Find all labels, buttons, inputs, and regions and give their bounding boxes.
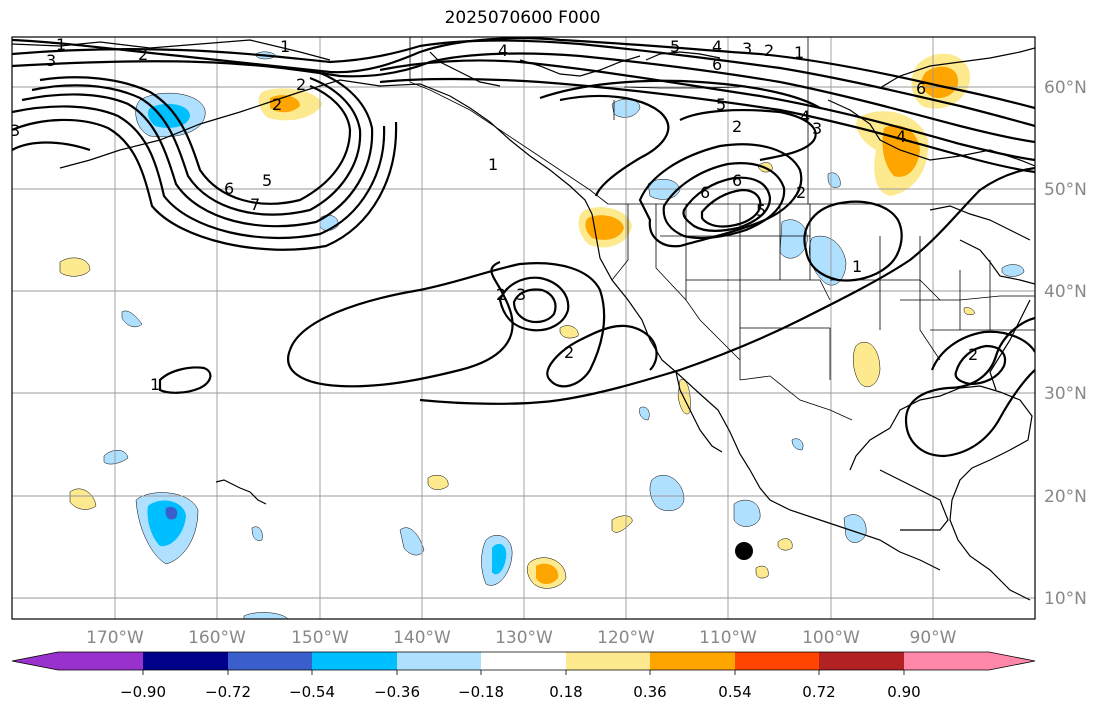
contour-label: 7 [250,195,260,214]
longitude-label: 90°W [910,628,957,648]
colorbar-tick-label: −0.36 [374,683,420,701]
colorbar-tick-label: 0.72 [802,683,835,701]
longitude-axis: 170°W 160°W 150°W 140°W 130°W 120°W 110°… [86,628,957,648]
colorbar-tick-label: 0.90 [887,683,920,701]
latitude-label: 30°N [1044,384,1087,404]
colorbar-swatch [904,652,989,670]
contour-label: 5 [756,201,766,220]
contour-label: 1 [794,43,804,62]
colorbar-tick-label: 0.54 [718,683,751,701]
contour-label: 6 [916,79,926,98]
latitude-axis: 60°N 50°N 40°N 30°N 20°N 10°N [1044,78,1087,609]
contour-label: 2 [272,95,282,114]
colorbar-swatch [228,652,312,670]
colorbar-swatch [566,652,650,670]
map-title: 2025070600 F000 [444,8,601,28]
contour-label: 4 [896,127,906,146]
colorbar-tick-label: −0.18 [458,683,504,701]
colorbar-swatch [312,652,397,670]
colorbar-swatch [735,652,819,670]
contour-label: 4 [800,107,810,126]
colorbar-swatch [650,652,735,670]
contour-label: 2 [138,45,148,64]
contour-label: 1 [150,375,160,394]
contour-label: 2 [296,75,306,94]
longitude-label: 120°W [597,628,655,648]
contour-label: 2 [496,285,506,304]
contour-label: 3 [10,121,20,140]
colorbar-swatch [819,652,904,670]
colorbar-extend-high [989,652,1035,670]
latitude-label: 60°N [1044,78,1087,98]
map-frame [11,36,1036,620]
contour-label: 5 [670,37,680,56]
contour-label: 4 [498,41,508,60]
latitude-label: 40°N [1044,282,1087,302]
contour-label: 1 [488,155,498,174]
colorbar-tick-label: −0.72 [205,683,251,701]
contour-label: 1 [852,257,862,276]
longitude-label: 130°W [495,628,553,648]
colorbar-swatches [58,652,989,670]
colorbar-swatch [397,652,481,670]
anomaly-shading [59,51,1025,619]
colorbar-tick-label: −0.54 [289,683,335,701]
longitude-label: 150°W [291,628,349,648]
contour-label: 3 [812,119,822,138]
contour-label: 5 [716,95,726,114]
contour-label: 2 [796,183,806,202]
contour-lines [12,37,1035,458]
contour-label: 3 [46,51,56,70]
contour-label: 6 [732,171,742,190]
contour-label: 2 [968,345,978,364]
contour-labels: 1 2 3 1 4 5 4 3 2 1 6 6 5 2 2 3 6 5 7 1 … [10,35,978,394]
storm-center-dot [735,542,753,560]
latitude-label: 10°N [1044,589,1087,609]
contour-label: 5 [262,171,272,190]
contour-label: 2 [564,343,574,362]
colorbar-tick-label: 0.18 [549,683,582,701]
contour-label: 6 [712,55,722,74]
longitude-label: 100°W [802,628,860,648]
latitude-label: 20°N [1044,487,1087,507]
map-content: 1 2 3 1 4 5 4 3 2 1 6 6 5 2 2 3 6 5 7 1 … [10,35,1035,619]
contour-label: 4 [712,37,722,56]
colorbar-swatch [58,652,143,670]
contour-label: 6 [700,183,710,202]
longitude-label: 140°W [393,628,451,648]
longitude-label: 160°W [188,628,246,648]
colorbar-ticks [142,670,905,675]
colorbar: −0.90 −0.72 −0.54 −0.36 −0.18 0.18 0.36 … [11,651,1036,701]
contour-label: 2 [764,41,774,60]
colorbar-tick-label: 0.36 [633,683,666,701]
contour-label: 6 [224,179,234,198]
colorbar-tick-label: −0.90 [120,683,166,701]
colorbar-swatch [481,652,566,670]
longitude-label: 110°W [699,628,757,648]
longitude-label: 170°W [86,628,144,648]
contour-label: 3 [742,39,752,58]
colorbar-swatch [143,652,228,670]
contour-label: 1 [280,37,290,56]
contour-label: 2 [732,117,742,136]
latitude-label: 50°N [1044,180,1087,200]
contour-label: 3 [516,285,526,304]
contour-label: 1 [56,35,66,54]
political-borders [409,37,1035,421]
colorbar-extend-low [12,652,58,670]
